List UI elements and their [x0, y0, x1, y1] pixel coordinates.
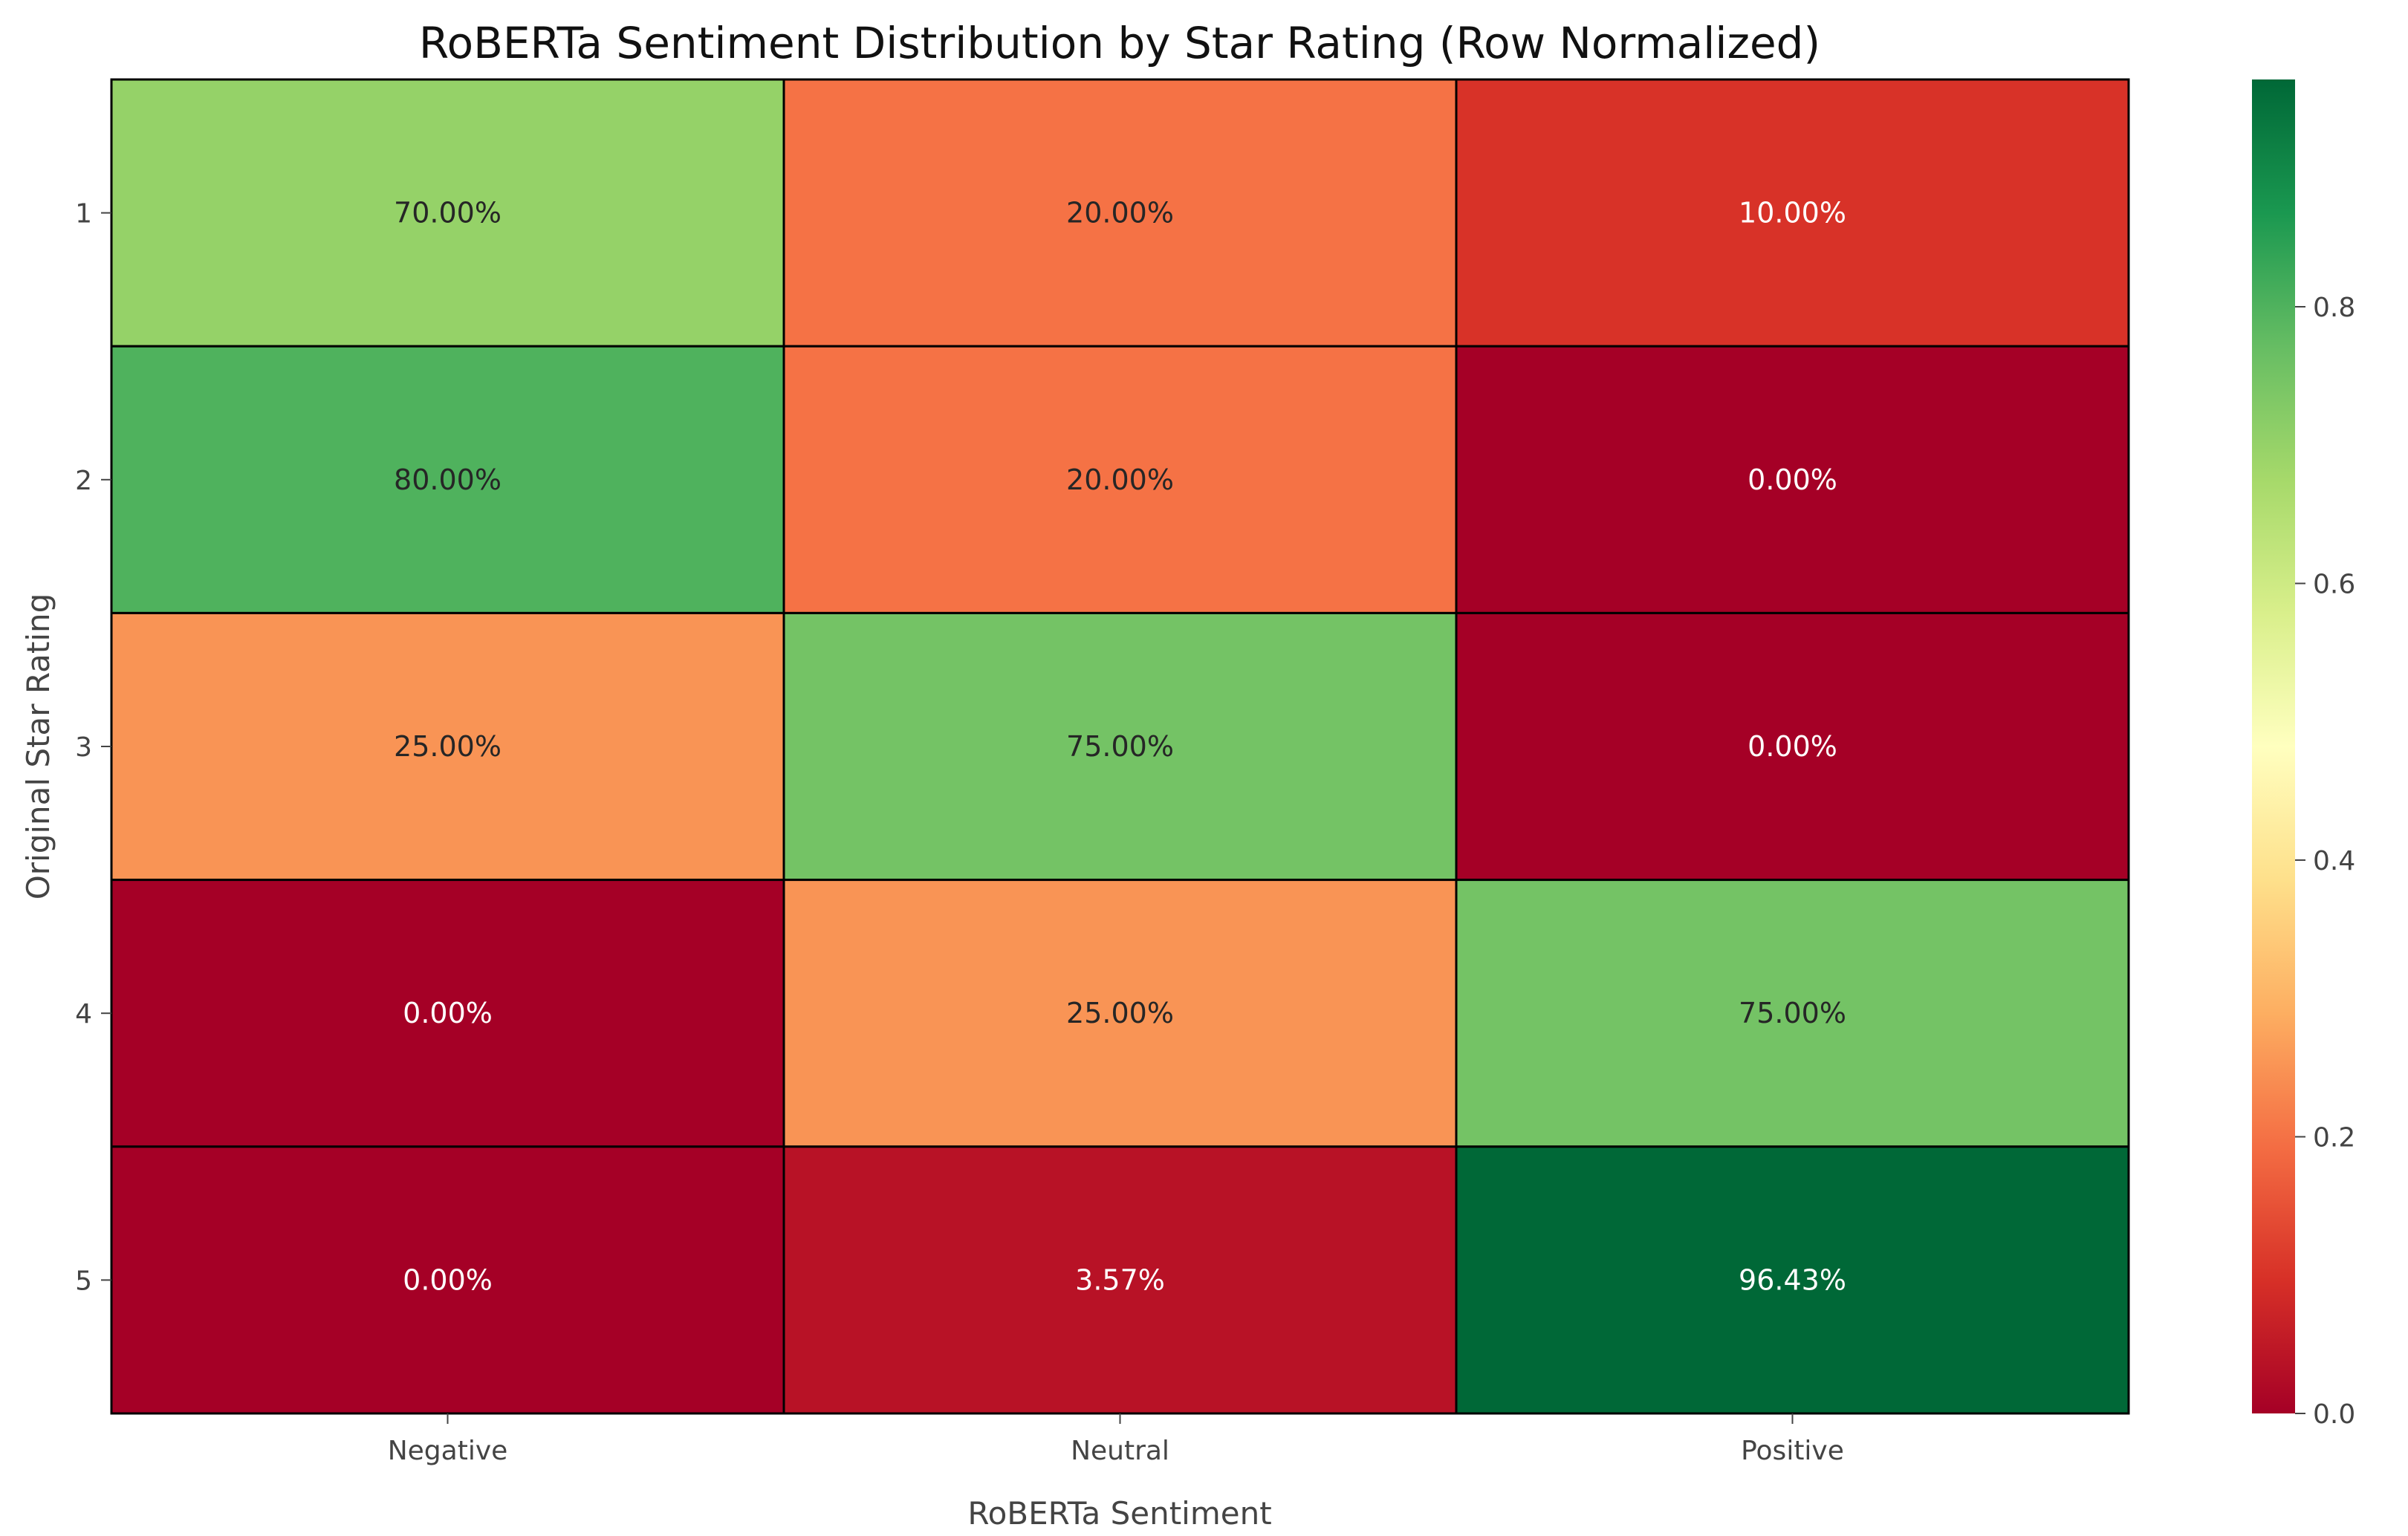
colorbar-tick-label: 0.4 [2313, 846, 2355, 876]
y-axis-label: Original Star Rating [20, 593, 56, 900]
heatmap-cell [782, 1145, 1458, 1415]
cell-value-label: 0.00% [403, 997, 493, 1029]
cell-value-label: 0.00% [1747, 463, 1837, 496]
y-tick-label: 5 [75, 1266, 92, 1296]
colorbar-tick-label: 0.8 [2313, 293, 2355, 323]
colorbar-ticks: 0.0 0.2 0.4 0.6 0.8 [2295, 293, 2355, 1430]
cell-value-label: 10.00% [1739, 197, 1846, 230]
y-tick-label: 2 [75, 466, 92, 496]
colorbar-tick-label: 0.0 [2313, 1399, 2355, 1430]
x-axis-ticks: Negative Neutral Positive [388, 1413, 1844, 1466]
heatmap-cells: 70.00% 20.00% 10.00% 80.00% 20.00% 0.00% 25.00… [110, 78, 2130, 1415]
chart-title: RoBERTa Sentiment Distribution by Star R… [419, 18, 1820, 68]
heatmap-cell [110, 78, 785, 348]
heatmap-cell [110, 345, 785, 614]
cell-value-label: 0.00% [403, 1263, 493, 1296]
heatmap-cell [1455, 1145, 2130, 1415]
colorbar-tick-label: 0.6 [2313, 570, 2355, 600]
heatmap-cell [782, 78, 1458, 348]
cell-value-label: 70.00% [394, 197, 502, 230]
x-tick-label: Positive [1741, 1436, 1844, 1466]
colorbar-tick-label: 0.2 [2313, 1123, 2355, 1153]
y-tick-label: 4 [75, 999, 92, 1029]
cell-value-label: 25.00% [394, 730, 502, 763]
heatmap-cell [782, 345, 1458, 614]
cell-value-label: 0.00% [1747, 730, 1837, 763]
colorbar [2252, 79, 2295, 1413]
cell-value-label: 80.00% [394, 463, 502, 496]
heatmap-cell [1455, 879, 2130, 1148]
heatmap-cell [782, 611, 1458, 882]
y-axis-ticks: 1 2 3 4 5 [75, 199, 111, 1296]
x-tick-label: Neutral [1071, 1436, 1169, 1466]
heatmap-cell [110, 1145, 785, 1415]
y-tick-label: 3 [75, 732, 92, 763]
cell-value-label: 20.00% [1066, 197, 1174, 230]
heatmap-cell [1455, 78, 2130, 348]
cell-value-label: 3.57% [1075, 1263, 1165, 1296]
cell-value-label: 25.00% [1066, 997, 1174, 1029]
x-axis-label: RoBERTa Sentiment [967, 1495, 1271, 1532]
cell-value-label: 20.00% [1066, 463, 1174, 496]
cell-value-label: 75.00% [1739, 997, 1846, 1029]
heatmap-cell [110, 611, 785, 882]
heatmap-cell [1455, 345, 2130, 614]
x-tick-label: Negative [388, 1436, 508, 1466]
y-tick-label: 1 [75, 199, 92, 230]
cell-value-label: 75.00% [1066, 730, 1174, 763]
heatmap-cell [110, 879, 785, 1148]
cell-value-label: 96.43% [1739, 1263, 1846, 1296]
